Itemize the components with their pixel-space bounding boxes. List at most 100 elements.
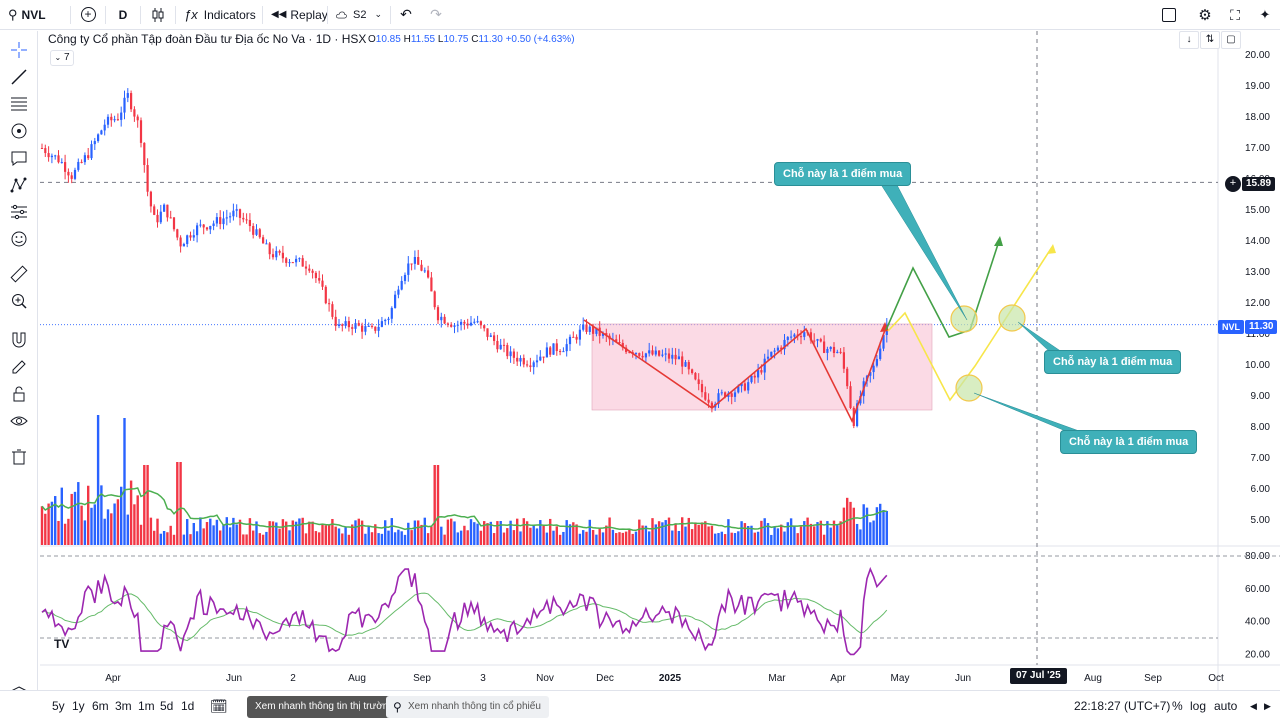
candle-body: [882, 335, 885, 349]
price-tick: 20.00: [1245, 50, 1270, 61]
layout-select-button[interactable]: [1154, 0, 1184, 30]
stock-search-input[interactable]: ⚲ Xem nhanh thông tin cổ phiếu: [386, 696, 549, 718]
magnet-tool[interactable]: [8, 329, 30, 351]
market-overview-button[interactable]: Xem nhanh thông tin thị trường: [247, 696, 402, 718]
candle-body: [298, 258, 301, 260]
volume-bar: [285, 521, 288, 545]
candle-body: [704, 392, 707, 400]
range-button-1d[interactable]: 1d: [181, 699, 195, 713]
red-zigzag-line: [583, 319, 886, 424]
volume-bar: [453, 521, 456, 545]
move-down-button[interactable]: ↓: [1179, 31, 1199, 49]
tradingview-logo[interactable]: TV: [54, 637, 70, 651]
stay-drawing-tool[interactable]: [8, 356, 30, 378]
callout-buy-point-bottom[interactable]: Chỗ này là 1 điểm mua: [1060, 430, 1198, 454]
range-button-5y[interactable]: 5y: [52, 699, 65, 713]
layout-button[interactable]: S2 ⌄: [328, 0, 390, 30]
pattern-tool[interactable]: [8, 174, 30, 196]
crosshair-add-button[interactable]: +: [1225, 176, 1241, 192]
candle-body: [97, 134, 100, 142]
share-button[interactable]: ✦: [1250, 0, 1280, 30]
volume-bar: [549, 518, 552, 545]
candle-body: [651, 350, 654, 355]
goto-date-button[interactable]: 🗓: [210, 691, 228, 721]
compare-button[interactable]: +: [71, 0, 105, 30]
calendar-icon: 🗓: [210, 698, 228, 714]
candle-body: [770, 351, 773, 357]
chart-type-button[interactable]: [141, 0, 175, 30]
volume-bar: [671, 530, 674, 545]
fullscreen-button[interactable]: ⛶: [1220, 0, 1250, 30]
visibility-tool[interactable]: [8, 410, 30, 432]
collapse-pane-button[interactable]: ⇅: [1200, 31, 1220, 49]
volume-bar: [783, 531, 786, 545]
indicators-button[interactable]: ƒx Indicators: [176, 0, 262, 30]
volume-bar: [209, 518, 212, 545]
crosshair-tool[interactable]: [8, 39, 30, 61]
interval-button[interactable]: D: [106, 0, 140, 30]
candle-body: [202, 224, 205, 228]
percent-scale-toggle[interactable]: %: [1172, 699, 1183, 713]
forecast-tool[interactable]: [8, 201, 30, 223]
candle-body: [176, 229, 179, 238]
candle-body: [842, 352, 845, 369]
volume-bar: [261, 534, 265, 545]
candle-body: [295, 258, 298, 263]
replay-button[interactable]: ◀◀ Replay: [263, 0, 328, 30]
redo-button[interactable]: ↷: [421, 0, 451, 30]
volume-bar: [717, 533, 720, 545]
callout-buy-point-top[interactable]: Chỗ này là 1 điểm mua: [774, 162, 912, 186]
price-tick: 18.00: [1245, 112, 1270, 123]
fib-tool[interactable]: [8, 93, 30, 115]
volume-bar: [413, 520, 417, 545]
brush-tool[interactable]: [8, 120, 30, 142]
divider: [140, 5, 141, 24]
annotation-tool[interactable]: [8, 147, 30, 169]
time-tick: Sep: [1144, 673, 1162, 684]
trendline-tool[interactable]: [8, 66, 30, 88]
maximize-pane-button[interactable]: ▢: [1221, 31, 1241, 49]
scroll-left-button[interactable]: ◀: [1250, 691, 1257, 721]
price-chart[interactable]: 20.0019.0018.0017.0016.0015.0014.0013.00…: [0, 0, 1280, 690]
candle-body: [585, 324, 588, 332]
volume-bar: [869, 522, 872, 545]
volume-bar: [103, 518, 106, 545]
zoom-tool[interactable]: [8, 290, 30, 312]
price-tick: 15.00: [1245, 205, 1270, 216]
volume-bar: [476, 523, 479, 545]
range-button-5d[interactable]: 5d: [160, 699, 174, 713]
clock[interactable]: 22:18:27 (UTC+7): [1074, 699, 1171, 713]
candle-body: [839, 351, 842, 353]
volume-bar: [885, 510, 888, 545]
symbol-search[interactable]: ⚲ NVL: [0, 0, 70, 30]
lock-tool[interactable]: [8, 383, 30, 405]
range-button-1y[interactable]: 1y: [72, 699, 85, 713]
undo-button[interactable]: ↶: [391, 0, 421, 30]
range-button-1m[interactable]: 1m: [138, 699, 155, 713]
candle-body: [816, 339, 819, 341]
volume-bar: [80, 505, 83, 545]
volume-bar: [809, 523, 813, 545]
range-button-3m[interactable]: 3m: [115, 699, 132, 713]
measure-tool[interactable]: [8, 263, 30, 285]
candle-body: [219, 217, 222, 225]
range-button-6m[interactable]: 6m: [92, 699, 109, 713]
settings-button[interactable]: ⚙: [1190, 0, 1220, 30]
volume-bar: [483, 521, 486, 545]
volume-bar: [516, 518, 519, 545]
auto-scale-toggle[interactable]: auto: [1214, 699, 1238, 713]
candle-body: [456, 324, 459, 326]
icon-tool[interactable]: [8, 228, 30, 250]
indicator-count-toggle[interactable]: ⌄ 7: [50, 50, 74, 66]
remove-tool[interactable]: [8, 446, 30, 468]
scroll-right-button[interactable]: ▶: [1264, 691, 1271, 721]
log-scale-toggle[interactable]: log: [1190, 699, 1207, 713]
price-tick: 19.00: [1245, 81, 1270, 92]
time-tick: Sep: [413, 673, 431, 684]
candle-body: [856, 403, 859, 427]
gear-icon: ⚙: [1198, 7, 1212, 24]
callout-buy-point-middle[interactable]: Chỗ này là 1 điểm mua: [1044, 350, 1182, 374]
crosshair-date-label: 07 Jul '25: [1010, 668, 1067, 684]
volume-bar: [525, 521, 529, 545]
volume-bar: [304, 533, 308, 545]
